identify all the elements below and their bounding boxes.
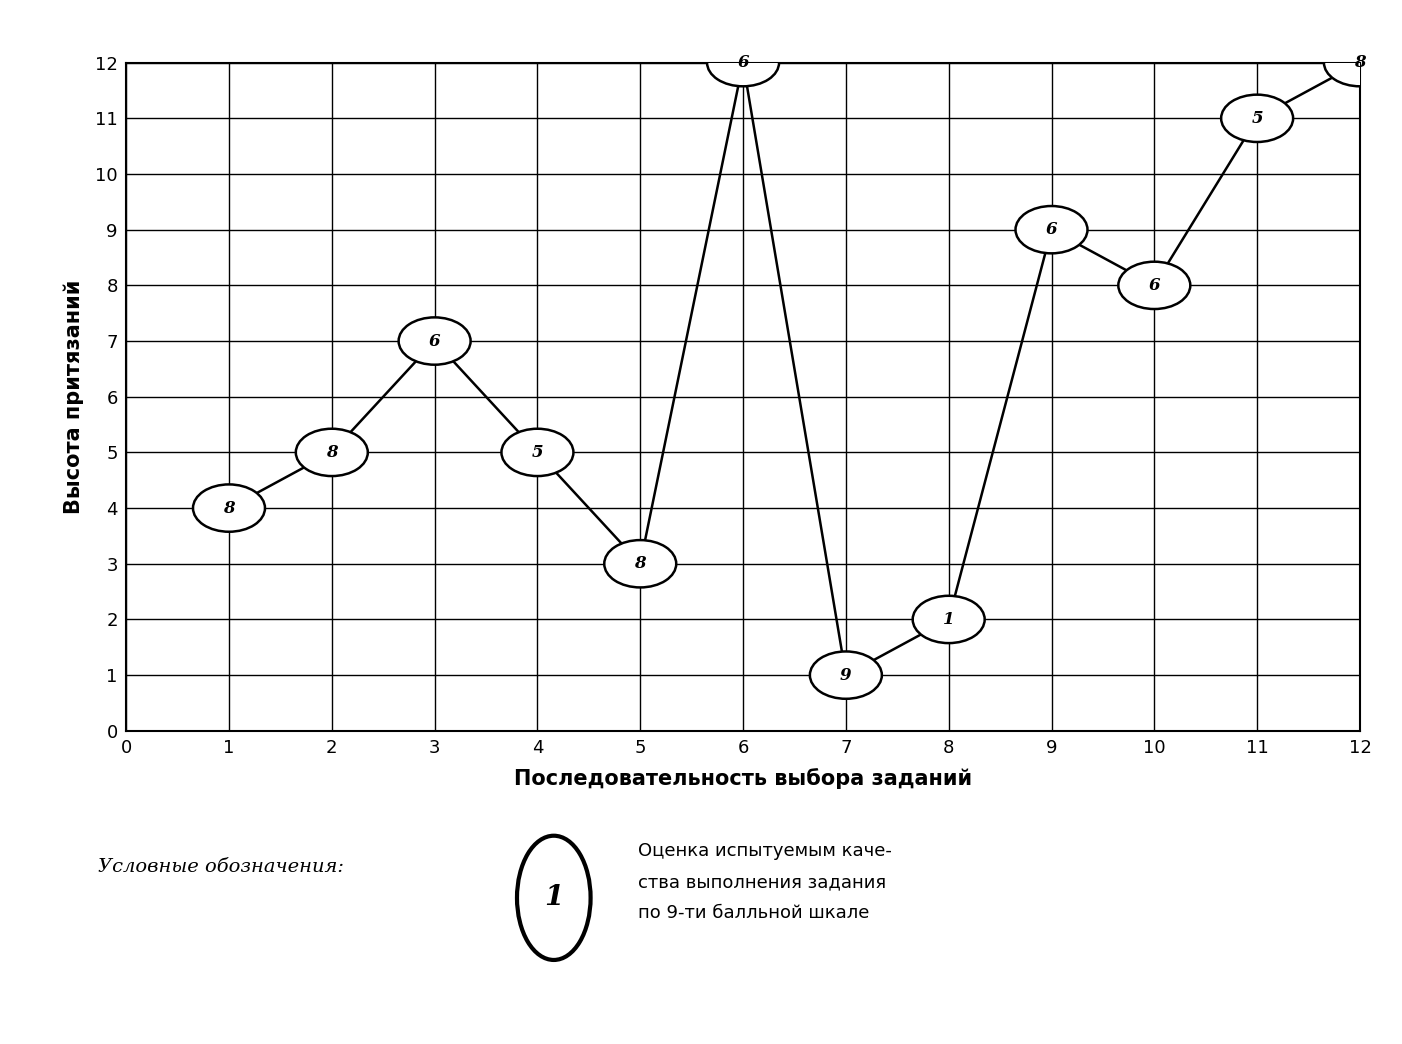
Text: 8: 8: [223, 500, 234, 517]
Ellipse shape: [707, 39, 780, 87]
Text: Оценка испытуемым каче-: Оценка испытуемым каче-: [638, 841, 892, 860]
Ellipse shape: [517, 835, 590, 960]
Text: 6: 6: [1046, 221, 1057, 238]
Ellipse shape: [1221, 95, 1293, 142]
Text: 5: 5: [531, 444, 543, 460]
Text: по 9-ти балльной шкале: по 9-ти балльной шкале: [638, 904, 869, 923]
Ellipse shape: [810, 651, 882, 698]
Text: 6: 6: [429, 333, 440, 350]
Ellipse shape: [1119, 262, 1190, 309]
Ellipse shape: [913, 596, 984, 643]
Text: 6: 6: [737, 54, 749, 71]
Text: 1: 1: [544, 884, 564, 911]
Text: 8: 8: [1354, 54, 1366, 71]
Ellipse shape: [1015, 206, 1088, 254]
Ellipse shape: [296, 429, 367, 476]
Ellipse shape: [398, 317, 471, 364]
Ellipse shape: [502, 429, 573, 476]
Text: Условные обозначения:: Условные обозначения:: [98, 857, 343, 876]
Ellipse shape: [1323, 39, 1396, 87]
Ellipse shape: [193, 484, 265, 531]
Text: 1: 1: [944, 611, 955, 627]
X-axis label: Последовательность выбора заданий: Последовательность выбора заданий: [515, 768, 972, 789]
Y-axis label: Высота притязаний: Высота притязаний: [63, 280, 84, 514]
Text: 8: 8: [635, 555, 646, 572]
Text: ства выполнения задания: ства выполнения задания: [638, 873, 886, 892]
Ellipse shape: [604, 540, 676, 588]
Text: 8: 8: [327, 444, 338, 460]
Text: 5: 5: [1252, 110, 1263, 126]
Text: 9: 9: [840, 667, 851, 684]
Text: 6: 6: [1148, 277, 1159, 293]
